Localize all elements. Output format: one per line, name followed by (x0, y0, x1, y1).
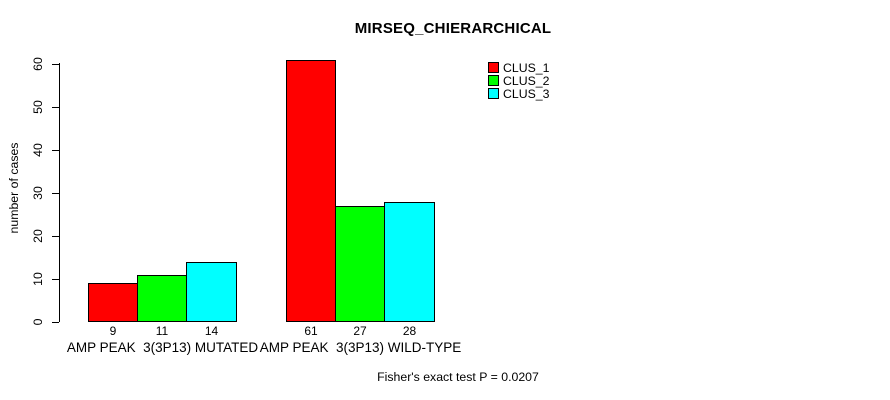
y-tick-label: 40 (31, 143, 45, 157)
bar-clus_3-group1 (186, 262, 237, 322)
bar-clus_2-group2 (335, 206, 385, 322)
y-tick-label: 20 (31, 229, 45, 243)
legend-swatch-clus_3 (488, 88, 499, 99)
bar-value-label: 61 (304, 324, 318, 338)
legend-label-clus_1: CLUS_1 (503, 61, 550, 75)
bar-clus_1-group1 (88, 283, 138, 322)
bar-value-label: 27 (353, 324, 367, 338)
y-tick-label: 60 (31, 57, 45, 71)
y-tick-mark (52, 322, 59, 323)
y-tick-mark (52, 64, 59, 65)
y-tick-label: 0 (31, 318, 45, 326)
bar-value-label: 11 (155, 324, 169, 338)
legend-label-clus_2: CLUS_2 (503, 74, 550, 88)
y-tick-mark (52, 236, 59, 237)
bar-value-label: 9 (109, 324, 117, 338)
y-tick-label: 30 (31, 186, 45, 200)
y-axis-line (59, 63, 60, 322)
y-tick-label: 10 (31, 272, 45, 286)
legend-swatch-clus_2 (488, 75, 499, 86)
legend-label-clus_3: CLUS_3 (503, 87, 550, 101)
bar-value-label: 28 (402, 324, 417, 338)
category-label: AMP PEAK 3(3P13) MUTATED (66, 340, 259, 355)
y-axis-label: number of cases (7, 142, 21, 234)
y-tick-mark (52, 193, 59, 194)
bar-clus_2-group1 (137, 275, 187, 322)
y-tick-label: 50 (31, 100, 45, 114)
y-tick-mark (52, 150, 59, 151)
bar-clus_1-group2 (286, 60, 336, 322)
footnote: Fisher's exact test P = 0.0207 (377, 370, 539, 384)
legend-swatch-clus_1 (488, 62, 499, 73)
bar-value-label: 14 (204, 324, 219, 338)
bar-clus_3-group2 (384, 202, 435, 322)
chart-title: MIRSEQ_CHIERARCHICAL (354, 20, 552, 37)
y-tick-mark (52, 279, 59, 280)
category-label: AMP PEAK 3(3P13) WILD-TYPE (259, 340, 462, 355)
y-tick-mark (52, 107, 59, 108)
